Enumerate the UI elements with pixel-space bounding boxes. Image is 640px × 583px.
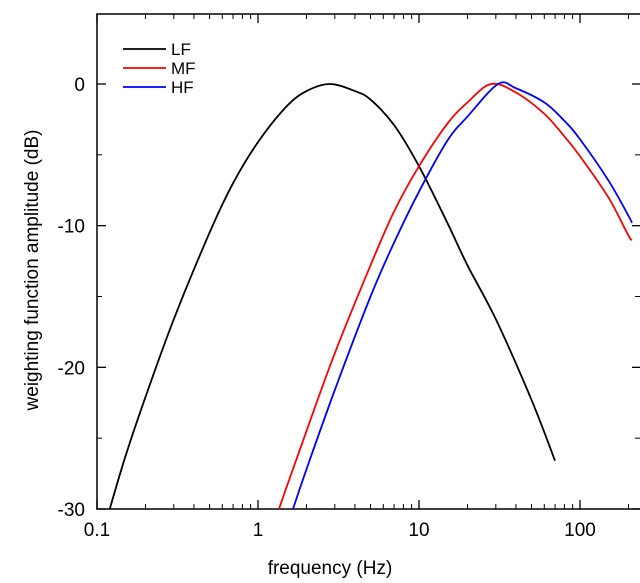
series-line-mf — [278, 82, 633, 509]
series-line-lf — [108, 83, 556, 509]
x-tick-label: 1 — [253, 520, 264, 541]
series-line-hf — [292, 81, 633, 509]
y-tick-label: 0 — [74, 75, 85, 96]
legend-label-hf: HF — [171, 78, 194, 97]
x-tick-label: 0.1 — [84, 520, 110, 541]
x-axis-title: frequency (Hz) — [268, 558, 393, 579]
x-tick-label: 100 — [564, 520, 596, 541]
legend-label-lf: LF — [171, 40, 191, 59]
y-tick-label: -30 — [58, 500, 85, 521]
y-tick-label: -10 — [58, 217, 85, 238]
x-tick-label: 10 — [408, 520, 429, 541]
y-tick-label: -20 — [58, 358, 85, 379]
y-axis-title: weighting function amplitude (dB) — [22, 130, 43, 412]
legend-label-mf: MF — [171, 59, 196, 78]
